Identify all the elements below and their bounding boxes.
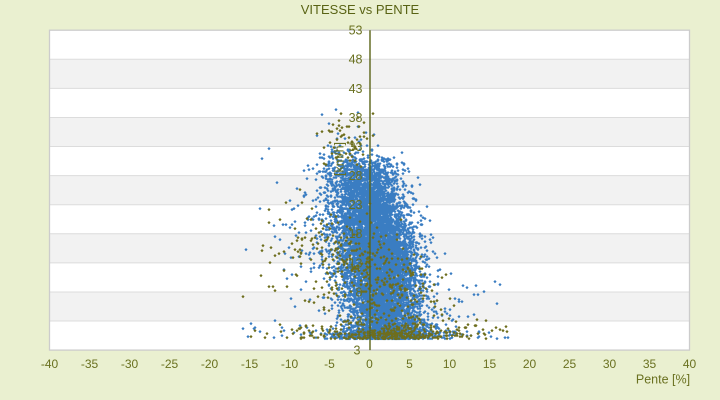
svg-text:-30: -30 [121, 357, 139, 371]
svg-text:-10: -10 [281, 357, 299, 371]
svg-text:-15: -15 [241, 357, 259, 371]
svg-text:-5: -5 [324, 357, 335, 371]
svg-text:13: 13 [349, 256, 363, 270]
svg-text:35: 35 [643, 357, 657, 371]
svg-text:3: 3 [356, 314, 363, 328]
svg-text:53: 53 [349, 24, 363, 38]
svg-text:-35: -35 [81, 357, 99, 371]
svg-text:-40: -40 [41, 357, 59, 371]
svg-text:20: 20 [523, 357, 537, 371]
svg-text:15: 15 [483, 357, 497, 371]
svg-text:33: 33 [349, 140, 363, 154]
svg-text:-20: -20 [201, 357, 219, 371]
svg-text:10: 10 [443, 357, 457, 371]
svg-text:25: 25 [563, 357, 577, 371]
svg-text:28: 28 [349, 169, 363, 183]
svg-text:3: 3 [354, 344, 361, 358]
svg-text:8: 8 [356, 285, 363, 299]
svg-text:18: 18 [349, 227, 363, 241]
svg-text:38: 38 [349, 111, 363, 125]
svg-text:48: 48 [349, 53, 363, 67]
svg-text:43: 43 [349, 82, 363, 96]
svg-text:VITESSE vs PENTE: VITESSE vs PENTE [301, 2, 420, 17]
svg-text:5: 5 [406, 357, 413, 371]
svg-text:30: 30 [603, 357, 617, 371]
svg-text:[km/h]: [km/h] [333, 142, 347, 176]
svg-text:0: 0 [366, 357, 373, 371]
svg-text:40: 40 [683, 357, 697, 371]
svg-text:23: 23 [349, 198, 363, 212]
svg-text:-25: -25 [161, 357, 179, 371]
svg-text:Pente [%]: Pente [%] [636, 373, 690, 387]
